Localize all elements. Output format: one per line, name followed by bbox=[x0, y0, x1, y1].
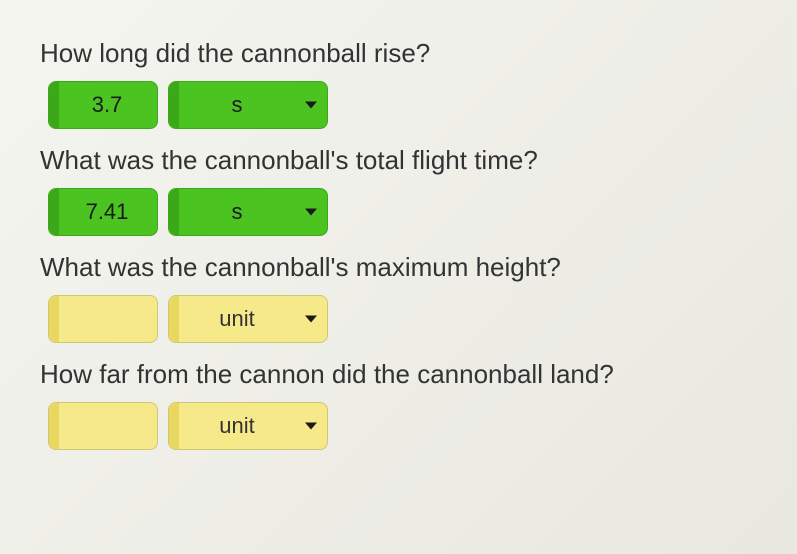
input-row-2: 7.41 s bbox=[48, 188, 757, 236]
unit-select-1[interactable]: s bbox=[168, 81, 328, 129]
input-row-4: unit bbox=[48, 402, 757, 450]
unit-select-4[interactable]: unit bbox=[168, 402, 328, 450]
question-block-3: What was the cannonball's maximum height… bbox=[40, 252, 757, 343]
unit-select-3[interactable]: unit bbox=[168, 295, 328, 343]
unit-text-1: s bbox=[224, 92, 243, 118]
value-input-1[interactable]: 3.7 bbox=[48, 81, 158, 129]
value-text-1: 3.7 bbox=[84, 92, 123, 118]
value-input-2[interactable]: 7.41 bbox=[48, 188, 158, 236]
unit-text-2: s bbox=[224, 199, 243, 225]
question-text-3: What was the cannonball's maximum height… bbox=[40, 252, 757, 283]
question-text-2: What was the cannonball's total flight t… bbox=[40, 145, 757, 176]
chevron-down-icon bbox=[305, 423, 317, 430]
value-text-2: 7.41 bbox=[78, 199, 129, 225]
question-block-2: What was the cannonball's total flight t… bbox=[40, 145, 757, 236]
value-input-4[interactable] bbox=[48, 402, 158, 450]
input-row-1: 3.7 s bbox=[48, 81, 757, 129]
unit-text-4: unit bbox=[211, 413, 254, 439]
question-text-4: How far from the cannon did the cannonba… bbox=[40, 359, 757, 390]
chevron-down-icon bbox=[305, 209, 317, 216]
question-block-1: How long did the cannonball rise? 3.7 s bbox=[40, 38, 757, 129]
chevron-down-icon bbox=[305, 102, 317, 109]
chevron-down-icon bbox=[305, 316, 317, 323]
unit-select-2[interactable]: s bbox=[168, 188, 328, 236]
input-row-3: unit bbox=[48, 295, 757, 343]
unit-text-3: unit bbox=[211, 306, 254, 332]
question-text-1: How long did the cannonball rise? bbox=[40, 38, 757, 69]
value-input-3[interactable] bbox=[48, 295, 158, 343]
question-block-4: How far from the cannon did the cannonba… bbox=[40, 359, 757, 450]
